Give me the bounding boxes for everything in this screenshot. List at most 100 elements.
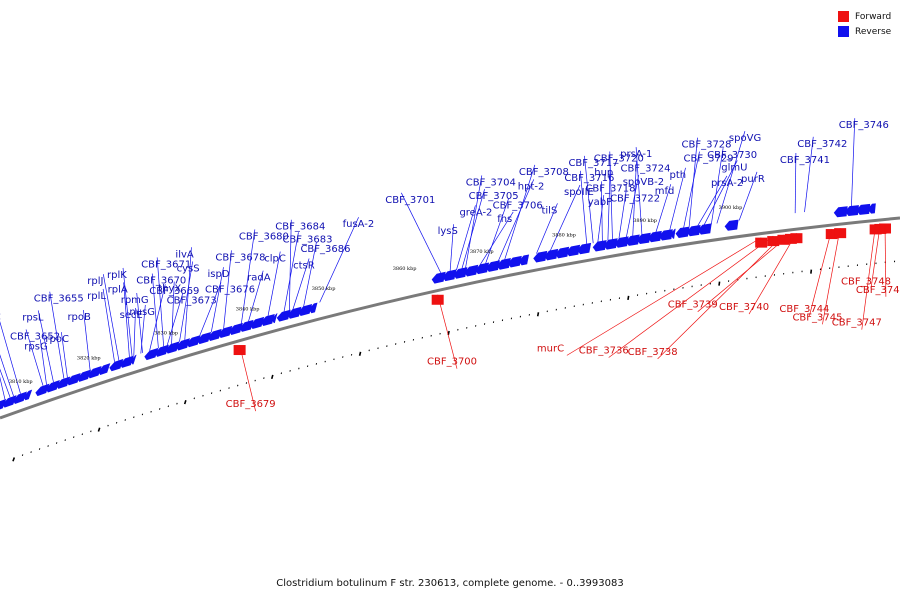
reverse-gene-label: CBF_3705 <box>469 191 519 202</box>
forward-gene-block <box>790 233 803 244</box>
reverse-gene-leader <box>456 205 476 271</box>
reverse-gene-label: rpsL <box>22 312 44 323</box>
reverse-gene-block <box>566 244 581 257</box>
reverse-gene-block <box>130 354 137 365</box>
reverse-gene-block <box>856 203 871 215</box>
reverse-gene-block <box>260 313 275 327</box>
reverse-gene-leader <box>669 167 686 231</box>
reverse-gene-label: nusG <box>129 307 155 318</box>
reverse-gene-leader <box>83 310 91 370</box>
reverse-gene-label: CBF_3670 <box>136 276 186 287</box>
reverse-gene-leader <box>0 376 6 400</box>
reverse-gene-block <box>614 236 629 248</box>
forward-gene-block <box>431 294 444 305</box>
reverse-gene-leader <box>49 291 65 379</box>
forward-gene-leader <box>748 233 797 315</box>
reverse-gene-block <box>87 366 102 379</box>
reverse-gene-label: rplJ <box>87 276 103 287</box>
kbp-label: 3880 kbp <box>552 232 576 238</box>
reverse-gene-label: CBF_3671 <box>141 259 191 270</box>
reverse-gene-label: rplL <box>87 291 106 302</box>
scale-tick <box>38 448 41 450</box>
reverse-gene-leader <box>166 293 184 346</box>
reverse-gene-label: CBF_3652 <box>10 331 60 342</box>
reverse-gene-leader <box>536 203 558 254</box>
reverse-gene-block <box>97 363 111 375</box>
reverse-gene-label: CBF_3684 <box>275 222 325 233</box>
reverse-gene-block <box>276 309 291 322</box>
reverse-gene-leader <box>716 131 746 224</box>
reverse-gene-block <box>23 389 33 401</box>
scale-tick <box>97 427 101 432</box>
reverse-gene-leader <box>683 151 700 229</box>
kbp-label: 3860 kbp <box>393 266 417 272</box>
reverse-gene-label: glmU <box>721 162 747 173</box>
reverse-gene-label: rpoB <box>67 312 91 323</box>
forward-gene-leader <box>884 223 887 297</box>
kbp-label: 3850 kbp <box>312 286 336 292</box>
reverse-gene-leader <box>632 161 637 237</box>
forward-gene-block <box>825 229 838 240</box>
reverse-gene-label: purR <box>741 174 765 185</box>
reverse-gene-block <box>144 347 159 361</box>
reverse-gene-leader <box>102 274 120 361</box>
reverse-gene-leader <box>61 332 68 378</box>
reverse-gene-leader <box>485 198 509 264</box>
reverse-gene-label: CBF_3673 <box>167 296 217 307</box>
reverse-gene-block <box>867 203 876 214</box>
reverse-gene-block <box>165 341 180 354</box>
reverse-gene-leader <box>601 181 603 242</box>
reverse-gene-block <box>507 255 522 268</box>
reverse-gene-block <box>308 302 318 314</box>
reverse-gene-leader <box>0 368 11 398</box>
forward-gene-label: CBF_3747 <box>832 318 882 329</box>
reverse-gene-leader <box>248 270 264 322</box>
reverse-gene-label: pth <box>670 170 687 181</box>
reverse-gene-label: rpoC <box>45 334 69 345</box>
scale-tick <box>270 374 274 380</box>
reverse-gene-block <box>675 226 690 238</box>
reverse-gene-block <box>636 232 651 245</box>
reverse-gene-leader <box>0 321 21 394</box>
reverse-gene-label: mfd <box>655 186 675 197</box>
reverse-gene-block <box>647 230 662 243</box>
reverse-gene-leader <box>625 175 640 238</box>
reverse-gene-block <box>518 254 530 266</box>
reverse-gene-label: CBF_3669 <box>149 286 199 297</box>
reverse-gene-leader <box>504 164 536 261</box>
reverse-gene-label: CBF_3746 <box>839 120 889 131</box>
reverse-gene-leader <box>804 136 814 213</box>
reverse-gene-leader <box>319 217 359 303</box>
kbp-label: 3890 kbp <box>633 218 657 224</box>
reverse-gene-label: CBF_3742 <box>797 139 847 150</box>
forward-gene-leader <box>566 237 762 356</box>
reverse-gene-leader <box>140 304 146 354</box>
reverse-gene-label: CBF_3683 <box>282 234 332 245</box>
forward-gene-block <box>233 345 246 356</box>
forward-swatch <box>838 11 849 22</box>
reverse-gene-block <box>56 376 71 389</box>
reverse-swatch <box>838 26 849 37</box>
reverse-genes <box>0 203 876 410</box>
reverse-gene-leader <box>618 191 627 239</box>
reverse-gene-block <box>77 369 92 382</box>
reverse-gene-label: CBF_3729 <box>684 154 734 165</box>
reverse-gene-block <box>686 225 701 237</box>
reverse-gene-block <box>453 267 468 279</box>
reverse-gene-label: ilvA <box>175 249 193 260</box>
scale-tick <box>536 312 540 317</box>
forward-gene-leader <box>657 234 784 360</box>
reverse-gene-block <box>250 316 265 329</box>
reverse-gene-label: rpmG <box>121 295 149 306</box>
reverse-gene-block <box>271 313 278 324</box>
reverse-gene-leader <box>597 195 605 243</box>
reverse-gene-leader <box>738 171 758 221</box>
kbp-label: 3810 kbp <box>9 379 33 385</box>
reverse-gene-leader <box>697 175 728 227</box>
reverse-gene-block <box>555 246 570 259</box>
reverse-gene-block <box>833 206 848 218</box>
reverse-gene-label: yabP <box>588 197 612 208</box>
scale-tick <box>358 351 362 356</box>
reverse-gene-label: clpC <box>264 254 286 265</box>
reverse-gene-leader <box>549 184 581 252</box>
